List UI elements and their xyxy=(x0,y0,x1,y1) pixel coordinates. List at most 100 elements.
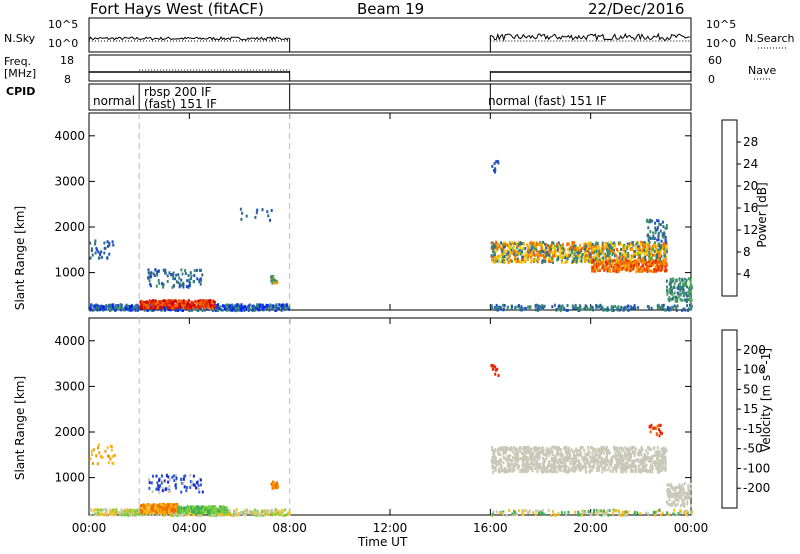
echo-cell xyxy=(152,474,154,478)
echo-cell xyxy=(617,457,620,461)
echo-cell xyxy=(614,264,617,268)
echo-cell xyxy=(199,483,202,487)
echo-cell xyxy=(679,286,682,290)
echo-cell xyxy=(565,254,568,258)
echo-cell xyxy=(491,307,494,311)
echo-cell xyxy=(642,266,644,270)
echo-cell xyxy=(561,461,564,465)
echo-cell xyxy=(537,250,540,254)
echo-cell xyxy=(180,513,183,517)
echo-cell xyxy=(663,262,666,266)
echo-cell xyxy=(525,446,528,450)
echo-cell xyxy=(656,238,659,242)
echo-cell xyxy=(533,246,536,250)
echo-cell xyxy=(280,512,283,516)
echo-cell xyxy=(612,269,615,273)
echo-cell xyxy=(536,465,539,469)
echo-cell xyxy=(607,513,610,517)
echo-cell xyxy=(532,251,535,255)
xtick-label-4: 16:00 xyxy=(473,521,508,535)
echo-cell xyxy=(677,287,680,291)
echo-cell xyxy=(641,264,644,268)
echo-cell xyxy=(190,274,193,278)
echo-cell xyxy=(661,304,664,308)
echo-cell xyxy=(661,452,664,456)
echo-cell xyxy=(492,510,495,514)
echo-cell xyxy=(217,511,220,515)
echo-cell xyxy=(537,304,540,308)
echo-cell xyxy=(234,309,237,313)
echo-cell xyxy=(134,305,137,309)
velocity-echo-spot xyxy=(270,480,279,490)
echo-cell xyxy=(225,511,228,515)
echo-cell xyxy=(677,512,680,515)
echo-cell xyxy=(637,459,640,463)
echo-cell xyxy=(513,253,516,256)
echo-cell xyxy=(271,278,274,282)
echo-cell xyxy=(678,277,681,281)
echo-cell xyxy=(170,301,173,305)
echo-cell xyxy=(512,450,515,454)
echo-cell xyxy=(244,512,247,516)
echo-cell xyxy=(625,267,628,271)
echo-cell xyxy=(510,249,513,253)
echo-cell xyxy=(134,510,137,514)
echo-cell xyxy=(621,257,624,261)
echo-cell xyxy=(605,511,608,515)
echo-cell xyxy=(507,469,510,473)
echo-cell xyxy=(566,304,569,308)
echo-cell xyxy=(496,254,499,258)
echo-cell xyxy=(513,446,516,449)
echo-cell xyxy=(616,248,618,252)
echo-cell xyxy=(89,241,92,245)
echo-cell xyxy=(673,500,676,504)
echo-cell xyxy=(155,487,158,491)
echo-cell xyxy=(575,466,578,470)
echo-cell xyxy=(136,512,139,516)
echo-cell xyxy=(527,305,530,309)
echo-cell xyxy=(686,509,689,513)
echo-cell xyxy=(524,258,527,262)
echo-cell xyxy=(546,253,549,257)
echo-cell xyxy=(691,510,693,514)
echo-cell xyxy=(554,467,557,471)
echo-cell xyxy=(119,511,122,515)
echo-cell xyxy=(284,508,287,512)
echo-cell xyxy=(139,300,142,304)
echo-cell xyxy=(495,510,498,514)
echo-cell xyxy=(528,244,530,248)
echo-cell xyxy=(529,305,532,309)
echo-cell xyxy=(597,509,599,513)
echo-cell xyxy=(272,485,275,489)
echo-cell xyxy=(496,247,499,251)
echo-cell xyxy=(492,455,495,459)
echo-cell xyxy=(624,307,627,311)
echo-cell xyxy=(680,487,683,491)
echo-cell xyxy=(602,447,605,451)
echo-cell xyxy=(502,512,505,516)
echo-cell xyxy=(213,506,215,510)
echo-cell xyxy=(511,512,514,516)
echo-cell xyxy=(527,257,529,261)
echo-cell xyxy=(639,461,642,465)
echo-cell xyxy=(500,248,503,251)
echo-cell xyxy=(537,457,540,461)
echo-cell xyxy=(650,257,653,261)
echo-cell xyxy=(665,224,668,228)
echo-cell xyxy=(641,464,644,468)
echo-cell xyxy=(526,468,529,472)
echo-cell xyxy=(679,288,682,292)
echo-cell xyxy=(522,257,525,261)
echo-cell xyxy=(590,254,592,258)
echo-cell xyxy=(202,303,205,307)
echo-cell xyxy=(619,262,622,266)
echo-cell xyxy=(154,299,157,303)
echo-cell xyxy=(623,244,626,247)
echo-cell xyxy=(507,454,510,458)
echo-cell xyxy=(266,304,269,308)
echo-cell xyxy=(586,461,589,465)
echo-cell xyxy=(618,462,621,466)
echo-cell xyxy=(647,262,650,266)
echo-cell xyxy=(499,511,502,515)
echo-cell xyxy=(595,256,597,260)
